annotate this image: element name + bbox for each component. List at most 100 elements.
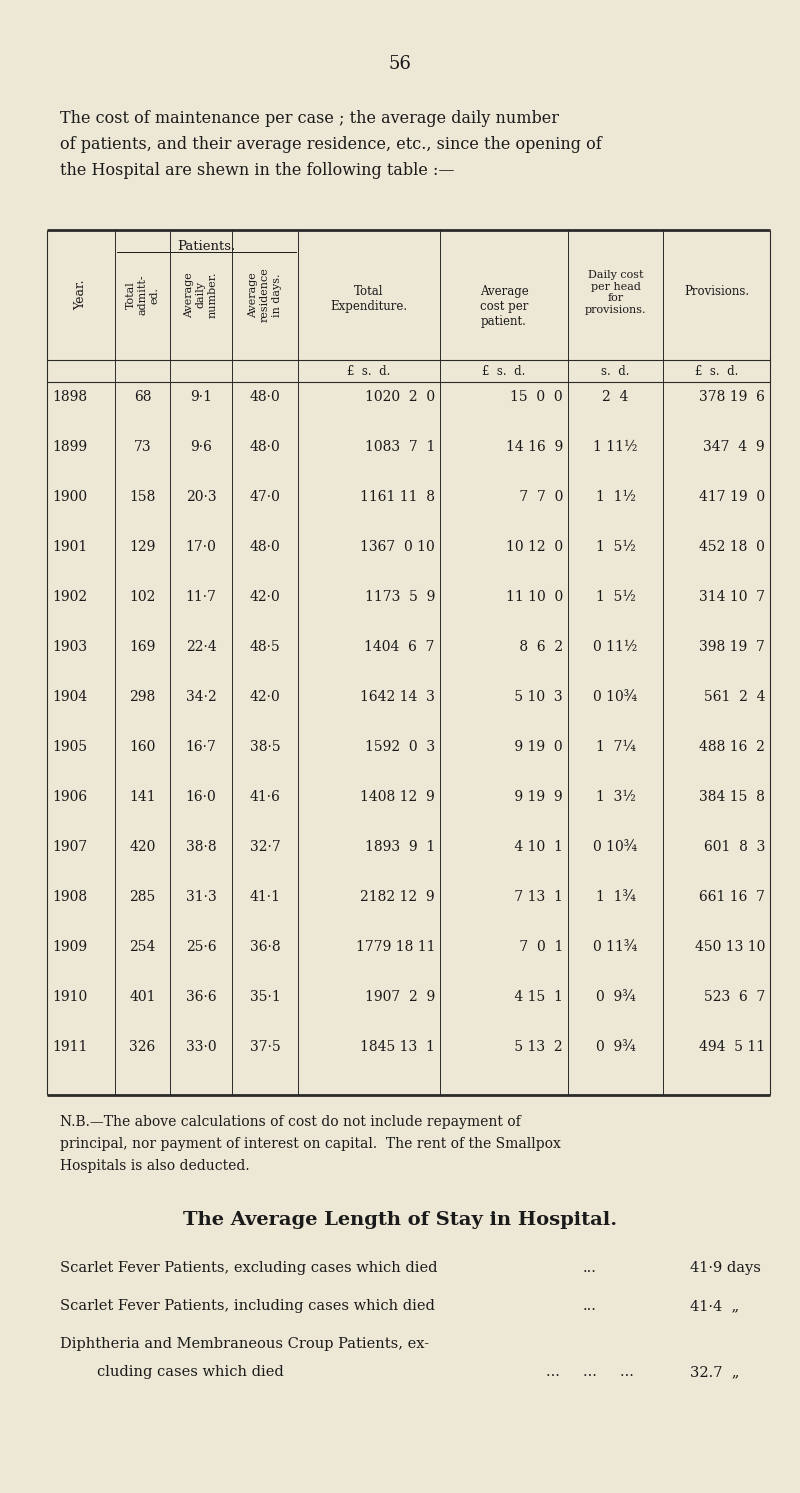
Text: 1161 11  8: 1161 11 8 xyxy=(360,490,435,505)
Text: 1911: 1911 xyxy=(52,1041,87,1054)
Text: 1904: 1904 xyxy=(52,690,87,705)
Text: 1173  5  9: 1173 5 9 xyxy=(365,590,435,605)
Text: Average
cost per
patient.: Average cost per patient. xyxy=(480,285,528,328)
Text: 38·8: 38·8 xyxy=(186,841,216,854)
Text: 0 11¾: 0 11¾ xyxy=(594,941,638,954)
Text: 1 11½: 1 11½ xyxy=(594,440,638,454)
Text: 42·0: 42·0 xyxy=(250,690,280,705)
Text: 9 19  0: 9 19 0 xyxy=(510,741,563,754)
Text: 1898: 1898 xyxy=(52,390,87,405)
Text: 378 19  6: 378 19 6 xyxy=(699,390,765,405)
Text: 1404  6  7: 1404 6 7 xyxy=(365,640,435,654)
Text: 561  2  4: 561 2 4 xyxy=(703,690,765,705)
Text: 1905: 1905 xyxy=(52,741,87,754)
Text: the Hospital are shewn in the following table :—: the Hospital are shewn in the following … xyxy=(60,163,454,179)
Text: 48·0: 48·0 xyxy=(250,540,280,554)
Text: 68: 68 xyxy=(134,390,151,405)
Text: 0  9¾: 0 9¾ xyxy=(596,1041,635,1054)
Text: 298: 298 xyxy=(130,690,156,705)
Text: Provisions.: Provisions. xyxy=(684,285,749,299)
Text: 0 11½: 0 11½ xyxy=(594,640,638,654)
Text: Scarlet Fever Patients, including cases which died: Scarlet Fever Patients, including cases … xyxy=(60,1299,435,1312)
Text: 169: 169 xyxy=(130,640,156,654)
Text: £  s.  d.: £ s. d. xyxy=(695,364,738,378)
Text: 9·1: 9·1 xyxy=(190,390,212,405)
Text: 384 15  8: 384 15 8 xyxy=(699,790,765,805)
Text: 11 10  0: 11 10 0 xyxy=(506,590,563,605)
Text: Diphtheria and Membraneous Croup Patients, ex-: Diphtheria and Membraneous Croup Patient… xyxy=(60,1338,429,1351)
Text: 33·0: 33·0 xyxy=(186,1041,216,1054)
Text: 1  5½: 1 5½ xyxy=(595,540,635,554)
Text: 9 19  9: 9 19 9 xyxy=(510,790,563,805)
Text: 16·0: 16·0 xyxy=(186,790,216,805)
Text: 1  5½: 1 5½ xyxy=(595,590,635,605)
Text: £  s.  d.: £ s. d. xyxy=(347,364,390,378)
Text: 452 18  0: 452 18 0 xyxy=(699,540,765,554)
Text: 158: 158 xyxy=(130,490,156,505)
Text: ...: ... xyxy=(583,1299,597,1312)
Text: 420: 420 xyxy=(130,841,156,854)
Text: 1907  2  9: 1907 2 9 xyxy=(365,990,435,1003)
Text: 73: 73 xyxy=(134,440,151,454)
Text: 1592  0  3: 1592 0 3 xyxy=(365,741,435,754)
Text: 5 10  3: 5 10 3 xyxy=(510,690,563,705)
Text: 494  5 11: 494 5 11 xyxy=(699,1041,765,1054)
Text: 41·4  „: 41·4 „ xyxy=(690,1299,739,1312)
Text: 160: 160 xyxy=(130,741,156,754)
Text: 661 16  7: 661 16 7 xyxy=(699,890,765,903)
Text: 37·5: 37·5 xyxy=(250,1041,280,1054)
Text: Average
residence
in days.: Average residence in days. xyxy=(248,267,282,322)
Text: 31·3: 31·3 xyxy=(186,890,216,903)
Text: 417 19  0: 417 19 0 xyxy=(699,490,765,505)
Text: ...: ... xyxy=(583,1262,597,1275)
Text: Hospitals is also deducted.: Hospitals is also deducted. xyxy=(60,1159,250,1173)
Text: 10 12  0: 10 12 0 xyxy=(506,540,563,554)
Text: 22·4: 22·4 xyxy=(186,640,216,654)
Text: 35·1: 35·1 xyxy=(250,990,280,1003)
Text: 34·2: 34·2 xyxy=(186,690,216,705)
Text: 8  6  2: 8 6 2 xyxy=(515,640,563,654)
Text: 254: 254 xyxy=(130,941,156,954)
Text: 25·6: 25·6 xyxy=(186,941,216,954)
Text: 20·3: 20·3 xyxy=(186,490,216,505)
Text: 1642 14  3: 1642 14 3 xyxy=(360,690,435,705)
Text: 1903: 1903 xyxy=(52,640,87,654)
Text: 48·0: 48·0 xyxy=(250,440,280,454)
Text: 17·0: 17·0 xyxy=(186,540,217,554)
Text: 1901: 1901 xyxy=(52,540,87,554)
Text: 56: 56 xyxy=(389,55,411,73)
Text: 16·7: 16·7 xyxy=(186,741,217,754)
Text: 36·8: 36·8 xyxy=(250,941,280,954)
Text: 7 13  1: 7 13 1 xyxy=(510,890,563,903)
Text: 1083  7  1: 1083 7 1 xyxy=(365,440,435,454)
Text: 11·7: 11·7 xyxy=(186,590,217,605)
Text: 42·0: 42·0 xyxy=(250,590,280,605)
Text: 1779 18 11: 1779 18 11 xyxy=(355,941,435,954)
Text: 14 16  9: 14 16 9 xyxy=(506,440,563,454)
Text: 5 13  2: 5 13 2 xyxy=(510,1041,563,1054)
Text: 1  7¼: 1 7¼ xyxy=(595,741,635,754)
Text: 0  9¾: 0 9¾ xyxy=(596,990,635,1003)
Text: 1910: 1910 xyxy=(52,990,87,1003)
Text: of patients, and their average residence, etc., since the opening of: of patients, and their average residence… xyxy=(60,136,602,152)
Text: 1  1½: 1 1½ xyxy=(595,490,635,505)
Text: The cost of maintenance per case ; the average daily number: The cost of maintenance per case ; the a… xyxy=(60,110,559,127)
Text: 48·5: 48·5 xyxy=(250,640,280,654)
Text: 36·6: 36·6 xyxy=(186,990,216,1003)
Text: s.  d.: s. d. xyxy=(602,364,630,378)
Text: 9·6: 9·6 xyxy=(190,440,212,454)
Text: 41·6: 41·6 xyxy=(250,790,281,805)
Text: 38·5: 38·5 xyxy=(250,741,280,754)
Text: 0 10¾: 0 10¾ xyxy=(594,690,638,705)
Text: 285: 285 xyxy=(130,890,156,903)
Text: 15  0  0: 15 0 0 xyxy=(510,390,563,405)
Text: Scarlet Fever Patients, excluding cases which died: Scarlet Fever Patients, excluding cases … xyxy=(60,1262,438,1275)
Text: 347  4  9: 347 4 9 xyxy=(703,440,765,454)
Text: 326: 326 xyxy=(130,1041,156,1054)
Text: The Average Length of Stay in Hospital.: The Average Length of Stay in Hospital. xyxy=(183,1211,617,1229)
Text: Total
admitt-
ed.: Total admitt- ed. xyxy=(126,275,159,315)
Text: 7  7  0: 7 7 0 xyxy=(514,490,563,505)
Text: 2  4: 2 4 xyxy=(602,390,629,405)
Text: principal, nor payment of interest on capital.  The rent of the Smallpox: principal, nor payment of interest on ca… xyxy=(60,1138,561,1151)
Text: 398 19  7: 398 19 7 xyxy=(699,640,765,654)
